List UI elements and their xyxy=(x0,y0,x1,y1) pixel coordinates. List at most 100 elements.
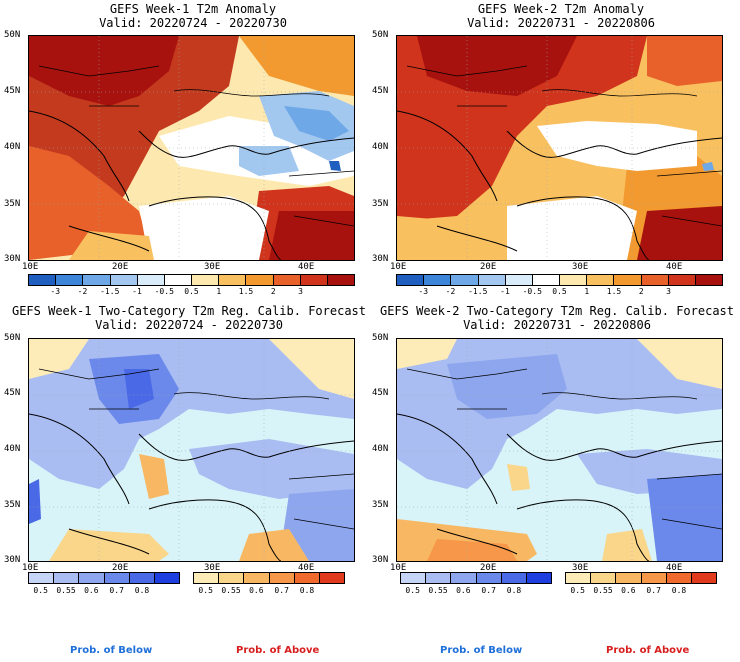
p2-lat-40n: 40N xyxy=(372,142,389,152)
panel4-title-line2: Valid: 20220731 - 20220806 xyxy=(463,318,651,332)
panel2-title-line2: Valid: 20220731 - 20220806 xyxy=(467,16,655,30)
colorbar-tick-label: 0.55 xyxy=(593,586,613,595)
panel1-title-line2: Valid: 20220724 - 20220730 xyxy=(99,16,287,30)
colorbar-swatch xyxy=(424,275,452,285)
p3-lon-20e: 20E xyxy=(112,563,129,573)
p1-lat-40n: 40N xyxy=(4,142,21,152)
colorbar-swatch xyxy=(273,275,301,285)
colorbar-tick-label: 0.6 xyxy=(84,586,99,595)
colorbar-swatch xyxy=(192,275,220,285)
colorbar-tick-label: 0.8 xyxy=(299,586,315,595)
colorbar-tick-label: 0.5 xyxy=(570,586,585,595)
panel2-title: GEFS Week-2 T2m Anomaly Valid: 20220731 … xyxy=(396,2,726,30)
panel3-title: GEFS Week-1 Two-Category T2m Reg. Calib.… xyxy=(4,304,374,332)
colorbar-swatch xyxy=(668,275,696,285)
colorbar-tick-label: 2 xyxy=(638,287,644,296)
colorbar-tick-label: 0.6 xyxy=(249,586,264,595)
p2-lon-10e: 10E xyxy=(390,262,407,272)
colorbar-tick-label: 0.5 xyxy=(552,287,567,296)
colorbar-tick-label: -3 xyxy=(418,287,429,296)
prob-below-label-2: Prob. of Below xyxy=(440,645,523,656)
colorbar-swatch xyxy=(401,573,427,583)
colorbar-tick-label: -2 xyxy=(445,287,456,296)
colorbar-tick-label: 2 xyxy=(270,287,276,296)
colorbar-swatch xyxy=(641,573,667,583)
p2-lat-35n: 35N xyxy=(372,199,389,209)
p2-lon-40e: 40E xyxy=(666,262,683,272)
colorbar-tick-label: 0.6 xyxy=(456,586,471,595)
colorbar-swatch xyxy=(587,275,615,285)
anomaly-colorbar-2 xyxy=(396,274,723,286)
week2-probability-map xyxy=(396,338,723,562)
colorbar-swatch xyxy=(79,573,105,583)
colorbar-swatch xyxy=(426,573,452,583)
colorbar-swatch xyxy=(505,275,533,285)
colorbar-swatch xyxy=(294,573,320,583)
colorbar-tick-label: 0.7 xyxy=(274,586,289,595)
colorbar-swatch xyxy=(29,275,57,285)
colorbar-swatch xyxy=(591,573,617,583)
colorbar-swatch xyxy=(532,275,561,285)
anomaly-colorbar-1 xyxy=(28,274,355,286)
colorbar-swatch xyxy=(129,573,155,583)
colorbar-tick-label: 0.7 xyxy=(109,586,124,595)
colorbar-tick-label: -3 xyxy=(50,287,61,296)
colorbar-tick-label: -1.5 xyxy=(468,287,488,296)
colorbar-swatch xyxy=(104,573,130,583)
p3-lon-10e: 10E xyxy=(22,563,39,573)
prob-above-label-2: Prob. of Above xyxy=(606,645,690,656)
above-colorbar-1 xyxy=(193,572,345,584)
colorbar-swatch xyxy=(154,573,180,583)
colorbar-tick-label: 0.7 xyxy=(646,586,661,595)
p4-lat-45n: 45N xyxy=(372,388,389,398)
colorbar-swatch xyxy=(194,573,220,583)
colorbar-tick-label: 1.5 xyxy=(606,287,622,296)
p3-lat-40n: 40N xyxy=(4,444,21,454)
p4-lon-20e: 20E xyxy=(480,563,497,573)
prob-below-label-1: Prob. of Below xyxy=(70,645,153,656)
colorbar-swatch xyxy=(54,573,80,583)
colorbar-swatch xyxy=(137,275,165,285)
panel2-title-line1: GEFS Week-2 T2m Anomaly xyxy=(477,2,645,16)
p1-lat-30n: 30N xyxy=(4,254,21,264)
colorbar-tick-label: -0.5 xyxy=(154,287,174,296)
colorbar-swatch xyxy=(614,275,642,285)
colorbar-swatch xyxy=(219,275,247,285)
prob-above-label-1: Prob. of Above xyxy=(236,645,320,656)
p4-lat-50n: 50N xyxy=(372,333,389,343)
panel4-title: GEFS Week-2 Two-Category T2m Reg. Calib.… xyxy=(372,304,740,332)
colorbar-swatch xyxy=(110,275,138,285)
colorbar-swatch xyxy=(666,573,692,583)
colorbar-tick-label: -2 xyxy=(77,287,88,296)
colorbar-swatch xyxy=(397,275,425,285)
colorbar-tick-label: 1 xyxy=(216,287,222,296)
panel4-title-line1: GEFS Week-2 Two-Category T2m Reg. Calib.… xyxy=(379,304,734,318)
colorbar-tick-label: 0.5 xyxy=(198,586,213,595)
colorbar-tick-label: 0.8 xyxy=(134,586,150,595)
p1-lat-50n: 50N xyxy=(4,30,21,40)
colorbar-swatch xyxy=(451,275,479,285)
week2-anomaly-map xyxy=(396,35,723,261)
colorbar-swatch xyxy=(269,573,295,583)
colorbar-swatch xyxy=(164,275,193,285)
panel1-title-line1: GEFS Week-1 T2m Anomaly xyxy=(109,2,277,16)
p2-lon-20e: 20E xyxy=(480,262,497,272)
week1-anomaly-map xyxy=(28,35,355,261)
p3-lat-45n: 45N xyxy=(4,388,21,398)
colorbar-tick-label: 0.6 xyxy=(621,586,636,595)
p3-lon-40e: 40E xyxy=(298,563,315,573)
p2-lon-30e: 30E xyxy=(572,262,589,272)
panel1-title: GEFS Week-1 T2m Anomaly Valid: 20220724 … xyxy=(28,2,358,30)
panel3-title-line1: GEFS Week-1 Two-Category T2m Reg. Calib.… xyxy=(11,304,366,318)
p3-lat-35n: 35N xyxy=(4,500,21,510)
p1-lon-30e: 30E xyxy=(204,262,221,272)
colorbar-tick-label: 0.5 xyxy=(184,287,199,296)
colorbar-swatch xyxy=(219,573,245,583)
colorbar-swatch xyxy=(560,275,588,285)
colorbar-swatch xyxy=(478,275,506,285)
p2-lat-30n: 30N xyxy=(372,254,389,264)
colorbar-tick-label: 0.8 xyxy=(671,586,687,595)
colorbar-swatch xyxy=(327,275,355,285)
colorbar-tick-label: 0.7 xyxy=(481,586,496,595)
p2-lat-50n: 50N xyxy=(372,30,389,40)
